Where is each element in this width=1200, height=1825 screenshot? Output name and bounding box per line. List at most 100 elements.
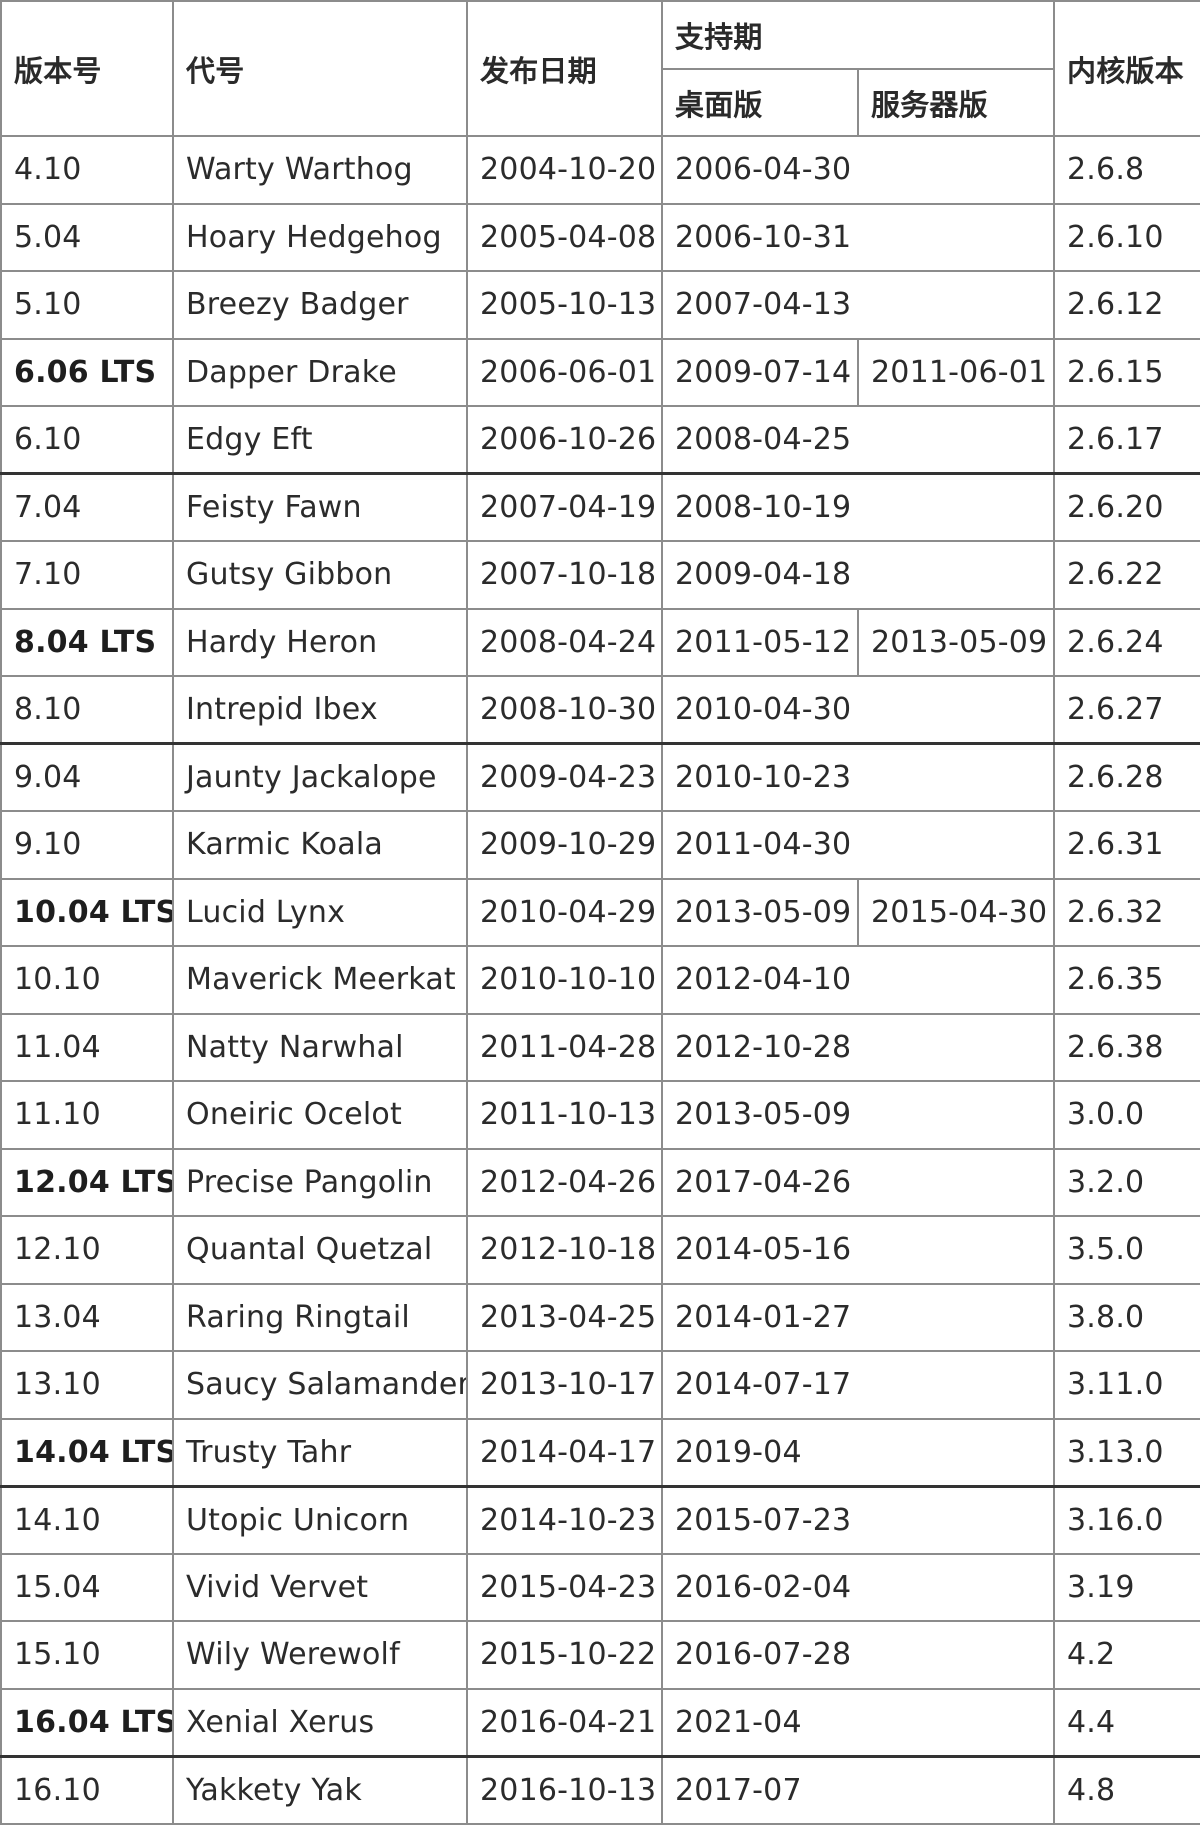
support-cell: 2012-04-10: [660, 945, 1056, 1015]
version-cell: 11.04: [0, 1012, 174, 1082]
release-date-cell: 2009-04-23: [466, 742, 663, 812]
codename-cell: Raring Ringtail: [172, 1282, 468, 1352]
kernel-cell: 2.6.10: [1053, 202, 1200, 272]
version-cell: 8.10: [0, 675, 174, 745]
table-row: 10.04 LTS Lucid Lynx 2010-04-29 2013-05-09 2…: [0, 877, 1200, 947]
table-row: 6.10 Edgy Eft 2006-10-26 2008-04-25 2.6.17: [0, 405, 1200, 475]
kernel-cell: 3.16.0: [1053, 1484, 1200, 1555]
release-date-cell: 2015-04-23: [466, 1552, 663, 1622]
table-row: 9.10 Karmic Koala 2009-10-29 2011-04-30 2.6.…: [0, 810, 1200, 880]
kernel-cell: 2.6.24: [1053, 607, 1200, 677]
support-cell: 2010-04-30: [660, 675, 1056, 745]
codename-cell: Gutsy Gibbon: [172, 540, 468, 610]
codename-cell: Wily Werewolf: [172, 1620, 468, 1690]
version-cell: 16.10: [0, 1754, 174, 1825]
kernel-cell: 2.6.32: [1053, 877, 1200, 947]
kernel-cell: 3.19: [1053, 1552, 1200, 1622]
table-row: 7.04 Feisty Fawn 2007-04-19 2008-10-19 2.6.2…: [0, 472, 1200, 542]
header-desktop: 桌面版: [661, 68, 859, 137]
release-date-cell: 2006-10-26: [466, 405, 663, 475]
codename-cell: Karmic Koala: [172, 810, 468, 880]
support-cell: 2006-10-31: [660, 202, 1056, 272]
version-cell: 11.10: [0, 1080, 174, 1150]
desktop-support-cell: 2011-05-12: [661, 607, 859, 677]
release-date-cell: 2012-04-26: [466, 1147, 663, 1217]
kernel-cell: 2.6.20: [1053, 472, 1200, 542]
header-row-bottom: 桌面版 服务器版: [1, 68, 1200, 137]
header-kernel: 内核版本: [1053, 0, 1200, 137]
version-cell: 15.04: [0, 1552, 174, 1622]
version-cell: 9.04: [0, 742, 174, 812]
version-cell: 7.10: [0, 540, 174, 610]
support-cell: 2016-07-28: [660, 1620, 1056, 1690]
table-row: 12.10 Quantal Quetzal 2012-10-18 2014-05-16…: [0, 1215, 1200, 1285]
codename-cell: Hardy Heron: [172, 607, 468, 677]
release-date-cell: 2004-10-20: [466, 135, 663, 205]
release-date-cell: 2005-04-08: [466, 202, 663, 272]
version-cell: 12.04 LTS: [0, 1147, 174, 1217]
kernel-cell: 2.6.38: [1053, 1012, 1200, 1082]
header-server: 服务器版: [856, 68, 1056, 137]
support-cell: 2017-04-26: [660, 1147, 1056, 1217]
release-date-cell: 2008-10-30: [466, 675, 663, 745]
release-date-cell: 2015-10-22: [466, 1620, 663, 1690]
table-row: 5.10 Breezy Badger 2005-10-13 2007-04-13 2.6…: [0, 270, 1200, 340]
support-cell: 2009-04-18: [660, 540, 1056, 610]
support-cell: 2014-01-27: [660, 1282, 1056, 1352]
table-row: 5.04 Hoary Hedgehog 2005-04-08 2006-10-31 2.…: [0, 202, 1200, 272]
kernel-cell: 2.6.31: [1053, 810, 1200, 880]
kernel-cell: 3.13.0: [1053, 1417, 1200, 1487]
table-row: 11.10 Oneiric Ocelot 2011-10-13 2013-05-09 3…: [0, 1080, 1200, 1150]
kernel-cell: 3.0.0: [1053, 1080, 1200, 1150]
support-cell: 2012-10-28: [660, 1012, 1056, 1082]
codename-cell: Maverick Meerkat: [172, 945, 468, 1015]
codename-cell: Trusty Tahr: [172, 1417, 468, 1487]
kernel-cell: 3.11.0: [1053, 1350, 1200, 1420]
version-cell: 5.04: [0, 202, 174, 272]
release-date-cell: 2005-10-13: [466, 270, 663, 340]
kernel-cell: 4.4: [1053, 1687, 1200, 1757]
server-support-cell: 2013-05-09: [856, 607, 1056, 677]
kernel-cell: 2.6.12: [1053, 270, 1200, 340]
codename-cell: Natty Narwhal: [172, 1012, 468, 1082]
support-cell: 2008-10-19: [660, 472, 1056, 542]
kernel-cell: 3.2.0: [1053, 1147, 1200, 1217]
release-date-cell: 2011-04-28: [466, 1012, 663, 1082]
version-cell: 12.10: [0, 1215, 174, 1285]
version-cell: 6.10: [0, 405, 174, 475]
release-date-cell: 2014-10-23: [466, 1484, 663, 1555]
table-row: 9.04 Jaunty Jackalope 2009-04-23 2010-10-23…: [0, 742, 1200, 812]
version-cell: 9.10: [0, 810, 174, 880]
version-cell: 8.04 LTS: [0, 607, 174, 677]
header-codename: 代号: [172, 0, 468, 137]
support-cell: 2014-05-16: [660, 1215, 1056, 1285]
support-cell: 2019-04: [660, 1417, 1056, 1487]
release-date-cell: 2007-10-18: [466, 540, 663, 610]
table-row: 12.04 LTS Precise Pangolin 2012-04-26 2017-…: [0, 1147, 1200, 1217]
kernel-cell: 2.6.27: [1053, 675, 1200, 745]
kernel-cell: 2.6.28: [1053, 742, 1200, 812]
support-cell: 2021-04: [660, 1687, 1056, 1757]
support-cell: 2017-07: [660, 1754, 1056, 1825]
support-cell: 2010-10-23: [660, 742, 1056, 812]
release-date-cell: 2012-10-18: [466, 1215, 663, 1285]
desktop-support-cell: 2013-05-09: [661, 877, 859, 947]
support-cell: 2014-07-17: [660, 1350, 1056, 1420]
version-cell: 15.10: [0, 1620, 174, 1690]
support-cell: 2016-02-04: [660, 1552, 1056, 1622]
table-row: 16.04 LTS Xenial Xerus 2016-04-21 2021-04 4.…: [0, 1687, 1200, 1757]
codename-cell: Yakkety Yak: [172, 1754, 468, 1825]
table-row: 15.10 Wily Werewolf 2015-10-22 2016-07-28 4.…: [0, 1620, 1200, 1690]
table-row: 11.04 Natty Narwhal 2011-04-28 2012-10-28 2.…: [0, 1012, 1200, 1082]
codename-cell: Quantal Quetzal: [172, 1215, 468, 1285]
version-cell: 14.10: [0, 1484, 174, 1555]
server-support-cell: 2011-06-01: [856, 337, 1056, 407]
header-support-period: 支持期: [660, 0, 1056, 70]
kernel-cell: 4.2: [1053, 1620, 1200, 1690]
kernel-cell: 2.6.15: [1053, 337, 1200, 407]
version-cell: 7.04: [0, 472, 174, 542]
table-row: 4.10 Warty Warthog 2004-10-20 2006-04-30 2.6…: [0, 135, 1200, 205]
support-cell: 2015-07-23: [660, 1484, 1056, 1555]
codename-cell: Lucid Lynx: [172, 877, 468, 947]
